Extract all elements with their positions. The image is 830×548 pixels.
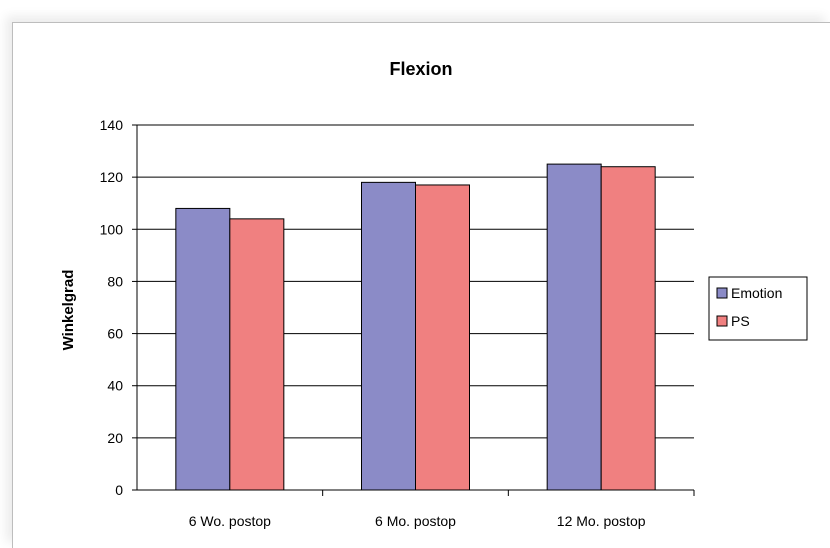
bar-emotion-2 [546,163,602,491]
legend: Emotion PS [708,276,808,341]
bar-ps-1 [415,184,470,491]
legend-swatch-ps [716,315,728,327]
x-tick-label: 12 Mo. postop [557,513,646,529]
bar-emotion-1 [361,181,416,491]
bar-emotion-0 [175,207,231,491]
axes: 0 20 40 60 80 100 120 140 6 Wo. postop 6 Mo. post… [100,117,695,529]
y-tick-label: 80 [107,273,123,289]
x-tick-label: 6 Wo. postop [189,513,271,529]
bars [175,163,656,491]
legend-swatch-emotion [716,287,728,299]
y-tick-label: 100 [100,221,124,237]
bar-ps-0 [229,218,285,491]
chart-title: Flexion [389,59,452,79]
legend-label-emotion: Emotion [731,285,782,301]
y-tick-label: 20 [107,430,123,446]
x-tick-label: 6 Mo. postop [375,513,456,529]
y-tick-label: 60 [107,326,123,342]
y-axis-label: Winkelgrad [60,270,77,351]
bar-ps-2 [600,166,656,491]
y-tick-label: 0 [115,482,123,498]
y-tick-label: 40 [107,378,123,394]
legend-label-ps: PS [731,313,750,329]
y-tick-label: 120 [100,169,124,185]
y-tick-label: 140 [100,117,124,133]
